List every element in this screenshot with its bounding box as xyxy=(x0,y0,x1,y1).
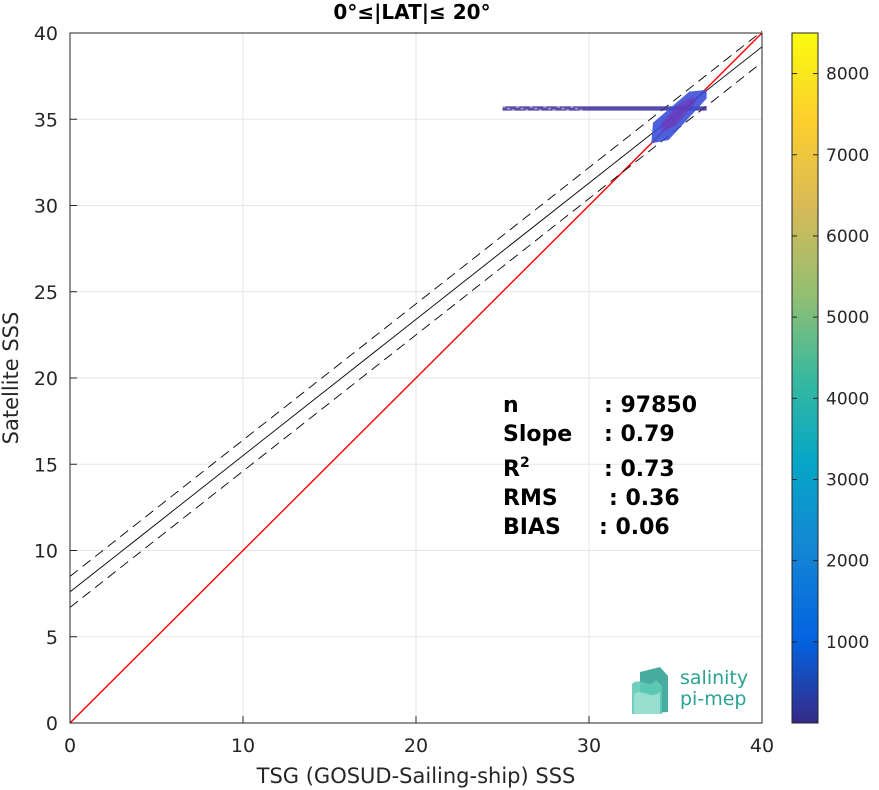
stat-value: : 0.73 xyxy=(604,457,675,482)
stat-label: BIAS xyxy=(503,515,561,540)
colorbar-tick-label: 3000 xyxy=(826,470,869,490)
y-axis-label: Satellite SSS xyxy=(0,312,23,445)
density-speckle xyxy=(575,107,579,110)
y-tick-label: 10 xyxy=(34,541,58,563)
colorbar xyxy=(791,32,819,724)
density-speckle xyxy=(579,109,583,111)
density-cluster-band xyxy=(502,106,707,111)
x-tick-label: 40 xyxy=(750,735,774,757)
y-axis-ticks: 0 5 10 15 20 25 30 35 40 xyxy=(34,23,77,735)
fit-upper-bound-line xyxy=(69,30,763,577)
stat-label: Slope xyxy=(503,422,572,447)
x-tick-label: 30 xyxy=(577,735,601,757)
colorbar-tick-label: 5000 xyxy=(826,308,869,328)
regression-lines xyxy=(69,30,763,724)
salinity-logo: salinity pi-mep xyxy=(632,667,748,714)
density-speckle xyxy=(529,106,533,108)
x-tick-label: 0 xyxy=(64,735,76,757)
x-axis-label: TSG (GOSUD-Sailing-ship) SSS xyxy=(256,764,576,788)
fit-lower-bound-line xyxy=(69,61,763,608)
colorbar-tick-label: 4000 xyxy=(826,389,869,409)
y-tick-label: 5 xyxy=(46,627,58,649)
density-speckle xyxy=(520,107,524,110)
y-tick-label: 35 xyxy=(34,109,58,131)
stat-value: : 0.79 xyxy=(604,422,675,447)
x-tick-label: 20 xyxy=(404,735,428,757)
colorbar-ticks: 1000 2000 3000 4000 5000 6000 7000 8000 xyxy=(792,65,869,653)
density-speckle xyxy=(511,109,515,111)
colorbar-tick-label: 8000 xyxy=(826,65,869,85)
wave-logo-icon xyxy=(632,667,668,714)
density-speckle xyxy=(547,107,551,110)
density-speckle xyxy=(543,106,547,108)
density-speckle xyxy=(566,109,570,111)
colorbar-tick-label: 6000 xyxy=(826,227,869,247)
density-speckle xyxy=(525,109,529,111)
density-cluster-core xyxy=(661,96,697,132)
density-speckle xyxy=(516,106,520,108)
y-tick-label: 40 xyxy=(34,23,58,45)
density-speckle xyxy=(538,109,542,111)
density-speckle xyxy=(534,107,538,110)
x-tick-label: 10 xyxy=(231,735,255,757)
density-speckle xyxy=(507,107,511,110)
stat-label: RMS xyxy=(503,486,558,511)
density-speckle xyxy=(552,109,556,111)
density-clusters xyxy=(502,89,707,144)
identity-line xyxy=(69,32,763,724)
fit-line xyxy=(69,46,763,593)
y-tick-label: 0 xyxy=(46,713,58,735)
logo-text-pi-mep: pi-mep xyxy=(680,688,746,710)
colorbar-tick-label: 2000 xyxy=(826,552,869,572)
y-tick-label: 30 xyxy=(34,196,58,218)
density-speckle xyxy=(502,106,506,108)
colorbar-tick-label: 7000 xyxy=(826,146,869,166)
density-speckle xyxy=(561,107,565,110)
y-tick-label: 25 xyxy=(34,282,58,304)
y-tick-label: 15 xyxy=(34,454,58,476)
chart-title: 0°≤|LAT|≤ 20° xyxy=(333,0,490,24)
stat-label: n xyxy=(503,393,519,418)
density-speckle xyxy=(556,106,560,108)
colorbar-tick-label: 1000 xyxy=(826,633,869,653)
x-axis-ticks: 0 10 20 30 40 xyxy=(64,716,774,757)
stat-value: : 97850 xyxy=(604,393,697,418)
stat-value: : 0.06 xyxy=(599,515,670,540)
logo-text-salinity: salinity xyxy=(680,667,748,689)
density-speckle xyxy=(570,106,574,108)
stat-value: : 0.36 xyxy=(609,486,680,511)
y-tick-label: 20 xyxy=(34,368,58,390)
